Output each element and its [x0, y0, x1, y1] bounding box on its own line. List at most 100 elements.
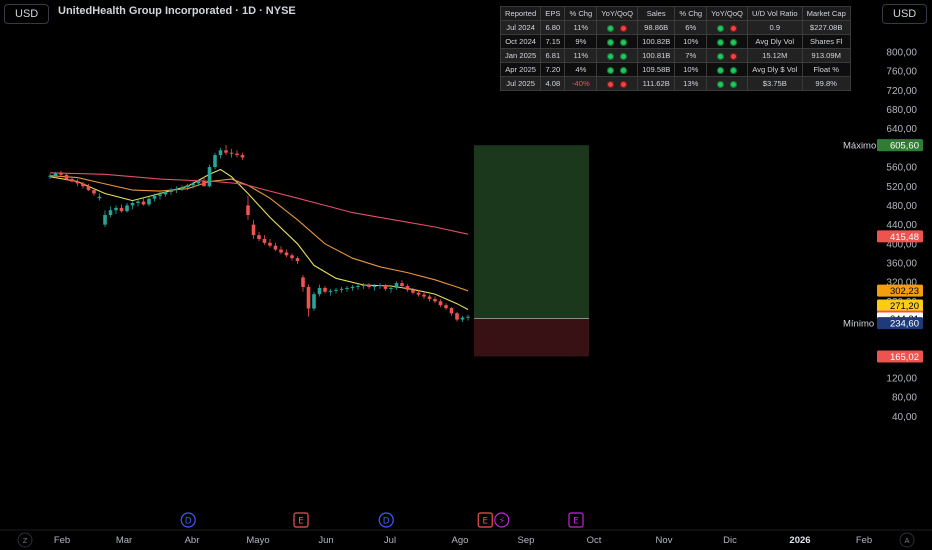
- split-icon[interactable]: [494, 512, 510, 528]
- candle: [169, 188, 173, 195]
- candle-body: [218, 150, 223, 156]
- candle: [350, 285, 355, 291]
- price-label: 165,02: [877, 350, 923, 363]
- event-marker[interactable]: D: [180, 512, 196, 528]
- sales-yoy-cell: [706, 48, 748, 63]
- earnings-icon[interactable]: [477, 512, 493, 528]
- eps-yoy-cell: [596, 34, 639, 49]
- candle-body: [240, 155, 245, 158]
- candle-body: [92, 190, 96, 194]
- sales-cell: 98.86B: [637, 20, 676, 35]
- green-dot-icon: [717, 80, 725, 88]
- eps-yoy-cell: [596, 76, 639, 91]
- event-letter: ⚡: [499, 517, 505, 527]
- candle-body: [48, 175, 52, 177]
- sales-chg-cell: 10%: [674, 34, 708, 49]
- candle: [240, 152, 245, 160]
- candle: [323, 285, 327, 294]
- timezone-icon-ring[interactable]: [17, 532, 33, 548]
- earnings-icon[interactable]: [568, 512, 584, 528]
- event-markers: D E D E ⚡ E: [180, 512, 584, 528]
- green-dot-icon: [620, 52, 628, 60]
- event-letter: D: [185, 517, 192, 527]
- candle: [290, 253, 294, 261]
- price-label-bg: [877, 299, 923, 312]
- candle-body: [202, 181, 206, 187]
- candle: [279, 246, 283, 255]
- currency-button-right[interactable]: USD: [882, 4, 928, 24]
- candle: [136, 199, 140, 207]
- eps-yoy-cell: [596, 48, 639, 63]
- table-row: Apr 2025 7.20 4% 109.58B 10% Avg Dly $ Vol Flo…: [499, 62, 851, 77]
- candle-body: [317, 287, 322, 295]
- candle-body: [383, 285, 388, 289]
- candle: [246, 195, 250, 220]
- candle-body: [158, 194, 162, 196]
- candle: [389, 285, 393, 293]
- x-tick-label: Jun: [318, 535, 333, 546]
- green-dot-icon: [607, 38, 615, 46]
- candle-body: [75, 181, 80, 184]
- candle-body: [207, 167, 212, 187]
- candle: [59, 170, 63, 177]
- candle-body: [191, 183, 195, 186]
- dividend-icon[interactable]: [180, 512, 196, 528]
- eps-cell: 7.20: [540, 62, 566, 77]
- dividend-icon[interactable]: [378, 512, 394, 528]
- reported-cell: Jul 2025: [499, 76, 542, 91]
- auto-scale-icon-ring[interactable]: [899, 532, 915, 548]
- y-axis: 800,00 760,00 720,00 680,00 640,00 560,00 520,…: [886, 48, 917, 423]
- candle: [196, 179, 201, 187]
- candle: [108, 206, 113, 218]
- green-dot-icon: [607, 52, 615, 60]
- event-marker[interactable]: E: [568, 512, 584, 528]
- price-label: 415,48: [877, 230, 923, 243]
- auto-scale-icon[interactable]: A: [899, 532, 915, 548]
- price-label: 302,23: [877, 284, 923, 297]
- header-sales: Sales: [637, 6, 676, 21]
- timezone-icon-label: Z: [23, 536, 28, 545]
- candle: [433, 296, 437, 304]
- candle-body: [213, 155, 217, 168]
- candle: [97, 193, 102, 201]
- candle-body: [361, 285, 366, 287]
- event-marker[interactable]: ⚡: [494, 512, 510, 528]
- currency-button-left[interactable]: USD: [4, 4, 50, 24]
- header-sales-chg: % Chg: [674, 6, 708, 21]
- price-label-bg: [877, 317, 923, 330]
- candle: [218, 147, 223, 159]
- timezone-icon[interactable]: Z: [17, 532, 33, 548]
- y-tick-label: 640,00: [886, 124, 917, 135]
- candle: [64, 173, 69, 181]
- sales-yoy-cell: [706, 76, 748, 91]
- reported-cell: Jan 2025: [499, 48, 542, 63]
- candle: [317, 284, 322, 297]
- sales-chg-cell: 13%: [674, 76, 708, 91]
- eps-chg-cell: 4%: [564, 62, 598, 77]
- candle: [53, 171, 58, 178]
- candle: [295, 256, 300, 264]
- green-dot-icon: [730, 38, 738, 46]
- candle-body: [224, 150, 228, 153]
- candle-body: [273, 245, 278, 250]
- event-marker[interactable]: D: [378, 512, 394, 528]
- candle-body: [251, 224, 256, 236]
- candle: [367, 283, 371, 289]
- earnings-icon[interactable]: [293, 512, 309, 528]
- green-dot-icon: [717, 24, 725, 32]
- event-marker[interactable]: E: [293, 512, 309, 528]
- candlestick-series: [48, 145, 470, 322]
- sales-yoy-cell: [706, 62, 748, 77]
- candle-body: [449, 308, 454, 314]
- eps-yoy-cell: [596, 20, 639, 35]
- candle: [191, 181, 195, 189]
- candle-body: [108, 210, 113, 216]
- candle: [125, 203, 129, 213]
- candle: [235, 150, 239, 158]
- candle-body: [136, 201, 140, 204]
- y-tick-label: 800,00: [886, 48, 917, 59]
- target-zone: [474, 145, 589, 319]
- candle-body: [86, 186, 91, 191]
- event-marker[interactable]: E: [477, 512, 493, 528]
